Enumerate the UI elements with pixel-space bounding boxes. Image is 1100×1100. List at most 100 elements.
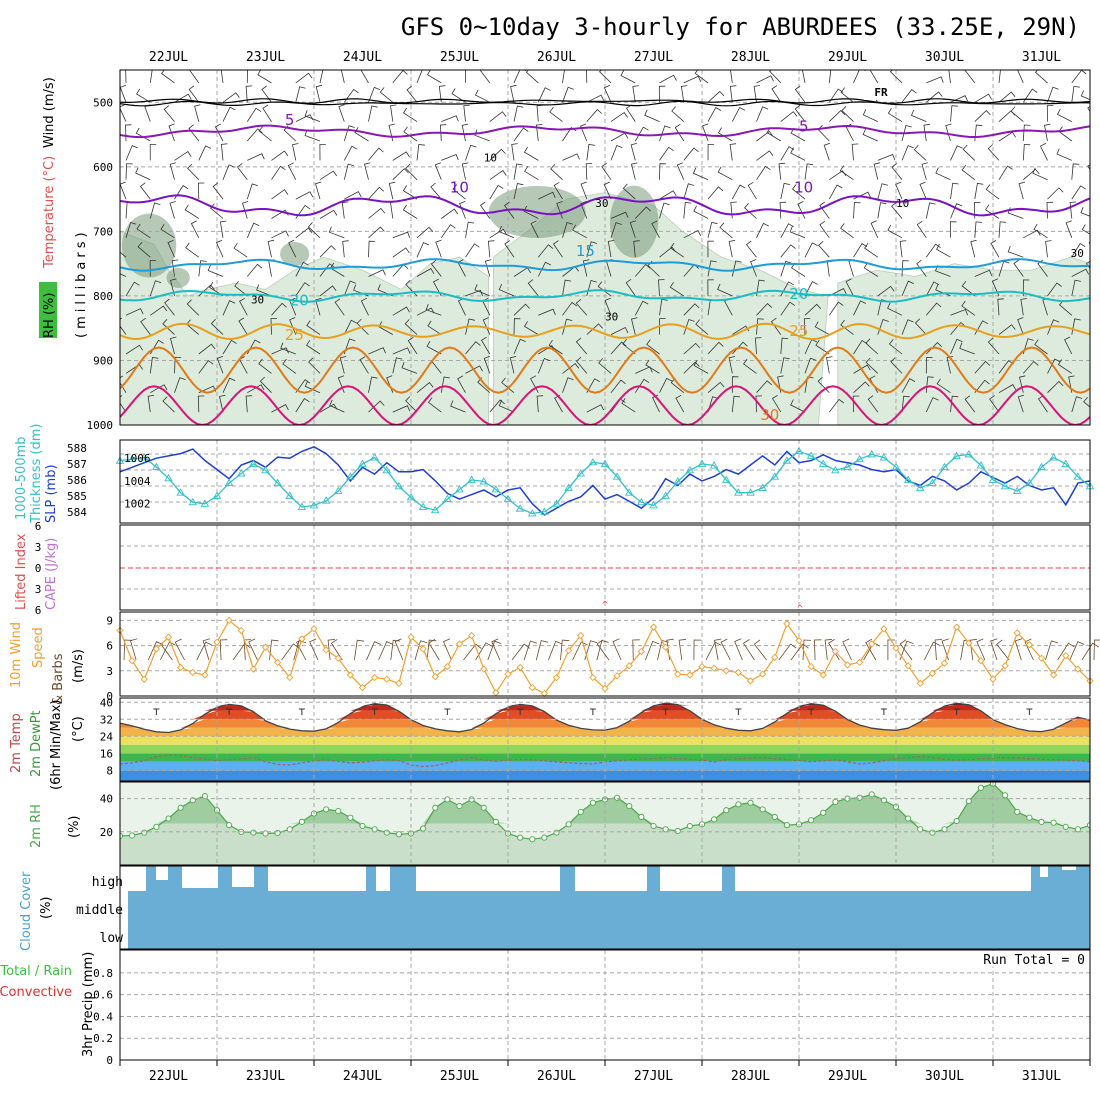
- thickness-point: [940, 462, 949, 471]
- rh2m-point: [577, 808, 584, 815]
- wind-barb: [169, 162, 177, 180]
- wind-barb: [247, 384, 265, 394]
- wind-barb: [246, 107, 262, 122]
- temp2m-line: [120, 702, 1090, 734]
- wind-speed-point: [698, 662, 706, 671]
- wind-barb: [125, 308, 144, 316]
- rh2m-point: [371, 826, 378, 833]
- wind-barb: [416, 307, 435, 316]
- temp-tick: 40: [100, 696, 113, 709]
- slp-line: [119, 445, 1091, 516]
- wind-barb: [867, 395, 879, 413]
- wind-barb: [803, 318, 811, 335]
- cloud-gap: [128, 866, 146, 891]
- thickness-point: [382, 465, 392, 474]
- thickness-point: [285, 491, 295, 499]
- wind-barb: [826, 259, 834, 277]
- wind-barb: [659, 202, 670, 219]
- wind-barb: [910, 109, 927, 122]
- wind-barb: [962, 144, 976, 161]
- wind-barb: [271, 302, 287, 316]
- wind-barb: [548, 339, 563, 355]
- wind-barb: [1071, 279, 1081, 296]
- wind-barb: [392, 231, 411, 239]
- cloud-cover-panel: high middle low Cloud Cover (%): [19, 865, 1091, 951]
- wind-speed-point: [686, 671, 694, 679]
- wind-barb: [416, 144, 425, 161]
- wind-barb: [489, 228, 507, 239]
- wind-barb: [601, 162, 612, 180]
- wind-barb: [474, 129, 490, 142]
- rh-grid: [120, 782, 1090, 865]
- wind-barb: [416, 70, 429, 84]
- wind-barb: [840, 87, 854, 103]
- wind-barb: [633, 240, 640, 258]
- wind-barb: [1018, 181, 1025, 200]
- cloud-gap: [575, 866, 647, 891]
- top-day-label: 23JUL: [246, 50, 285, 65]
- wind10m-barb: [394, 638, 404, 661]
- slp-axis-label: SLP (mb): [44, 464, 59, 523]
- wind-speed-point: [358, 683, 367, 692]
- isotherm-label: 25: [285, 326, 304, 344]
- wind-barb: [549, 106, 563, 122]
- wind10m-barb: [734, 638, 743, 661]
- wind-barb: [426, 70, 442, 84]
- pressure-tick: 500: [93, 96, 113, 109]
- wind-barb: [513, 183, 524, 200]
- top-day-label: 29JUL: [828, 50, 867, 65]
- wind-barb: [1083, 396, 1090, 408]
- thickness-point: [709, 461, 719, 469]
- wind-barb: [271, 347, 289, 355]
- wind-barb: [1023, 229, 1041, 239]
- wind-barb: [315, 181, 322, 200]
- wind-barb: [295, 261, 309, 277]
- rh2m-point: [383, 829, 390, 836]
- wind-barb: [572, 224, 587, 239]
- precip-total-rain-label: Total / Rain: [0, 964, 72, 979]
- wind-barb: [214, 123, 224, 142]
- wind-barb: [406, 85, 418, 103]
- cloud-level-low: low: [100, 931, 124, 946]
- wind10m-barb: [596, 639, 610, 661]
- wind-barb: [610, 341, 627, 355]
- wind-barb: [869, 70, 879, 84]
- thickness-point: [297, 502, 307, 510]
- wind-barb: [1047, 282, 1062, 297]
- wind-barb: [1065, 220, 1073, 238]
- wind-barb: [970, 239, 977, 258]
- wind-barb: [815, 339, 830, 355]
- wind-barb: [246, 70, 248, 83]
- wind-barb: [120, 181, 127, 200]
- thickness-point: [540, 507, 549, 515]
- wind-barb: [925, 397, 939, 413]
- wind-barb: [308, 357, 321, 374]
- wind-barb: [149, 280, 162, 297]
- pressure-tick: 900: [93, 354, 113, 367]
- rh2m-point: [832, 798, 839, 805]
- wind-barb: [256, 284, 272, 297]
- wind-barb: [987, 337, 1000, 355]
- li-tick: 6: [35, 520, 42, 533]
- wind-barb: [368, 207, 386, 219]
- rh2m-point: [674, 827, 681, 835]
- wind-barb: [728, 356, 736, 374]
- wind-barb: [683, 303, 700, 316]
- wind-barb: [170, 278, 177, 296]
- wind-barb: [743, 358, 757, 374]
- rh2m-point: [965, 798, 972, 805]
- thickness-point: [782, 456, 792, 464]
- wind-frame: [119, 611, 1091, 697]
- wind-barb: [125, 145, 138, 161]
- wind-barb: [364, 162, 371, 180]
- wind-barb: [989, 395, 1000, 413]
- wind-barb: [1034, 70, 1048, 84]
- rh2m-point: [771, 813, 778, 820]
- wind-barb: [575, 337, 588, 355]
- wind-barb: [392, 168, 409, 180]
- wind-barb: [457, 375, 466, 393]
- wind-barb: [819, 201, 830, 219]
- wind10m-barb: [1093, 639, 1100, 661]
- wind-barb: [343, 319, 357, 335]
- cloud-level-high: high: [92, 875, 123, 890]
